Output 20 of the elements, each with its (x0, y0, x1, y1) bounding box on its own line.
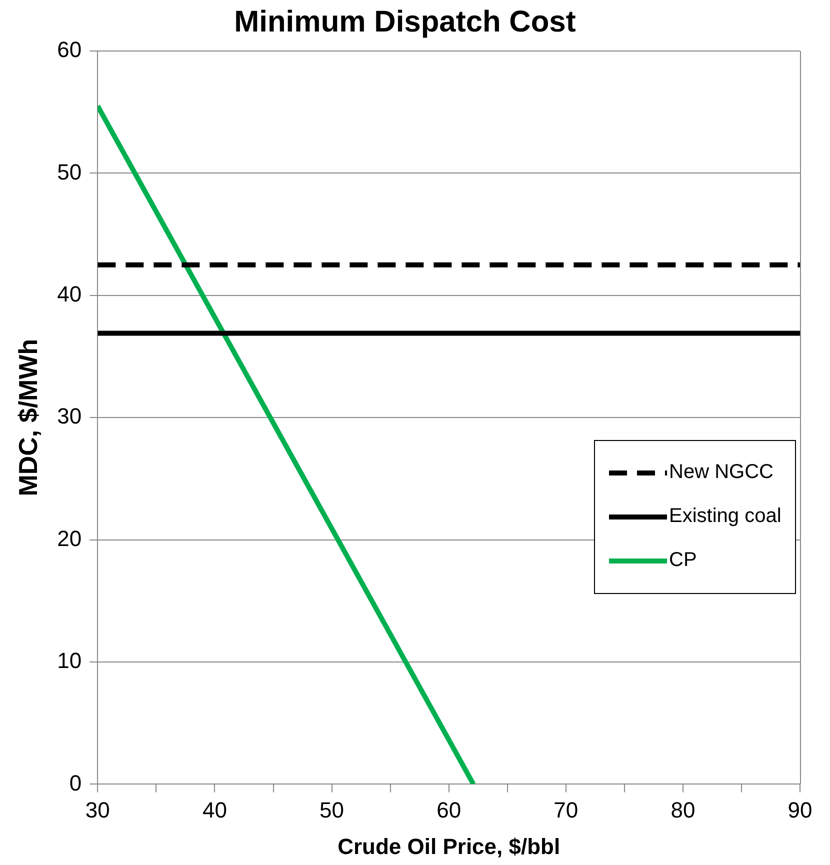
y-axis-title: MDC, $/MWh (12, 338, 43, 496)
x-tick-label: 90 (788, 797, 812, 822)
legend-label: CP (669, 549, 697, 572)
chart-title: Minimum Dispatch Cost (234, 5, 576, 38)
y-tick-label: 0 (69, 770, 82, 796)
x-axis-title: Crude Oil Price, $/bbl (338, 834, 560, 859)
y-tick-label: 60 (57, 37, 82, 62)
x-tick-label: 60 (436, 797, 462, 822)
x-tick-label: 30 (85, 797, 110, 822)
y-tick-label: 20 (57, 526, 82, 551)
x-tick-label: 70 (554, 797, 578, 822)
legend-label: Existing coal (669, 505, 782, 528)
y-tick-label: 30 (57, 404, 82, 429)
legend-label: New NGCC (669, 461, 774, 484)
y-tick-label: 40 (57, 281, 82, 306)
y-tick-label: 10 (57, 648, 82, 674)
x-tick-label: 50 (320, 797, 344, 822)
y-tick-label: 50 (57, 159, 82, 184)
x-tick-label: 40 (202, 797, 227, 822)
x-tick-label: 80 (670, 797, 696, 822)
